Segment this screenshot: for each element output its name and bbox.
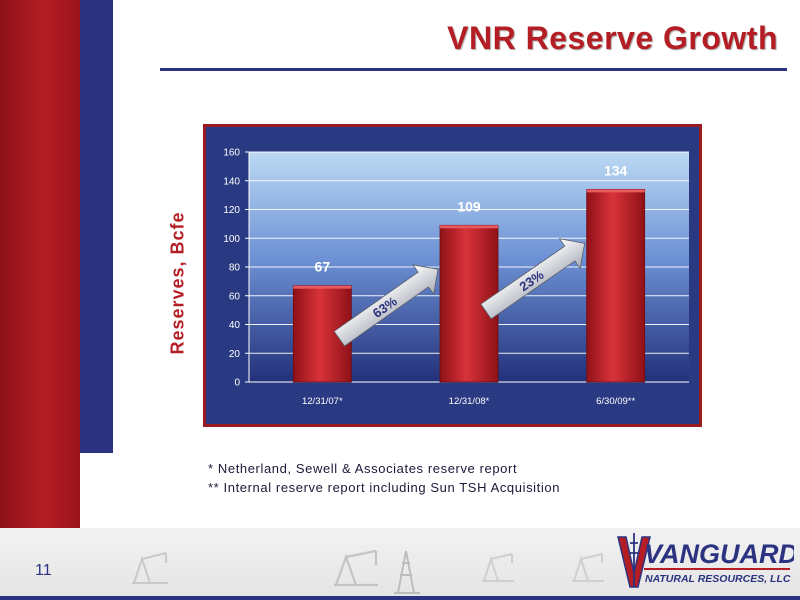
- x-tick-label: 12/31/07*: [302, 396, 343, 407]
- data-label: 67: [315, 259, 331, 275]
- footnote-2: ** Internal reserve report including Sun…: [208, 480, 561, 495]
- bottom-band: [0, 528, 800, 600]
- data-label: 134: [604, 162, 628, 178]
- pump-jack-icon: [572, 553, 604, 582]
- pump-jack-icon: [132, 552, 168, 584]
- y-tick-label: 120: [223, 205, 240, 216]
- x-tick-label: 6/30/09**: [596, 396, 635, 407]
- y-tick-label: 100: [223, 234, 240, 245]
- footnotes: * Netherland, Sewell & Associates reserv…: [208, 459, 560, 497]
- bar: [586, 188, 646, 383]
- left-red-band: [0, 0, 80, 540]
- title-divider: [160, 68, 787, 71]
- bottom-divider: [0, 596, 800, 600]
- left-navy-band: [80, 0, 113, 453]
- x-tick-label: 12/31/08*: [449, 396, 490, 407]
- bar-top-highlight: [440, 225, 498, 229]
- growth-arrow-shape: [333, 264, 439, 347]
- logo-name: VANGUARD: [644, 539, 794, 569]
- y-tick-label: 140: [223, 176, 240, 187]
- pump-jack-icon: [482, 553, 514, 582]
- y-tick-label: 0: [234, 378, 240, 389]
- data-label: 109: [457, 198, 481, 214]
- y-axis-label: Reserves, Bcfe: [167, 211, 188, 355]
- y-tick-label: 160: [223, 148, 240, 159]
- bar-top-highlight: [586, 189, 645, 193]
- logo-subtitle: NATURAL RESOURCES, LLC: [645, 573, 791, 585]
- page-number: 11: [35, 562, 52, 579]
- y-tick-label: 60: [229, 291, 241, 302]
- y-tick-label: 20: [229, 349, 241, 360]
- logo-underline: [644, 568, 790, 570]
- y-tick-label: 80: [229, 263, 241, 274]
- logo-v-mark-icon: [617, 536, 651, 588]
- page-title: VNR Reserve Growth: [447, 20, 778, 56]
- pump-jack-icon: [394, 550, 420, 594]
- logo-derrick-icon: [629, 533, 639, 587]
- y-tick-label: 40: [229, 320, 241, 331]
- growth-arrow-shape: [480, 238, 586, 320]
- bar-top-highlight: [293, 285, 352, 289]
- vanguard-logo: VANGUARD NATURAL RESOURCES, LLC: [617, 533, 794, 588]
- footnote-1: * Netherland, Sewell & Associates reserv…: [208, 461, 518, 476]
- pump-jack-icon: [334, 549, 378, 587]
